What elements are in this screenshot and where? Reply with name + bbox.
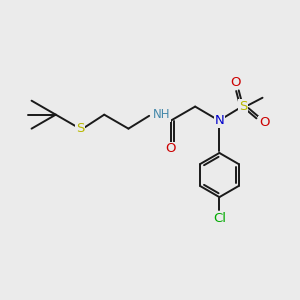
Text: O: O xyxy=(230,76,241,88)
Text: Cl: Cl xyxy=(213,212,226,225)
Text: N: N xyxy=(214,114,224,127)
Text: NH: NH xyxy=(153,108,170,121)
Text: O: O xyxy=(166,142,176,155)
Text: O: O xyxy=(259,116,270,129)
Text: S: S xyxy=(239,100,247,113)
Text: S: S xyxy=(76,122,84,135)
